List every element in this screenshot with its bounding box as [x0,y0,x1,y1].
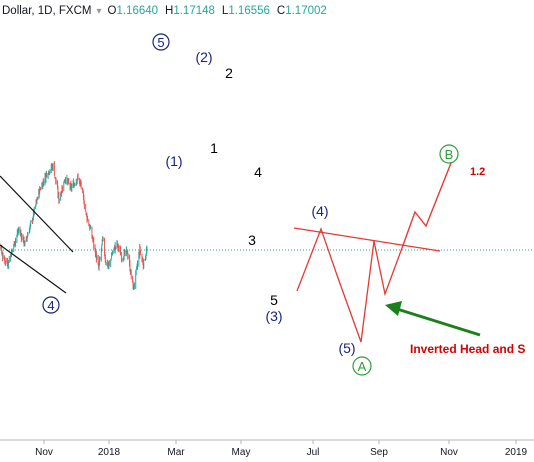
arrow-shaft [396,307,481,337]
close-value: 1.17002 [285,5,327,17]
close-key: C [276,5,286,17]
chart-legend-header: Dollar, 1D, FXCM ▾ O 1.16640 H 1.17148 L 1.… [0,0,334,22]
wave-label: 5 [157,35,164,50]
wave-label: B [445,147,454,162]
time-axis: Nov 2018 Mar May Jul Sep Nov 2019 [0,439,534,458]
wave-label: (4) [311,203,328,219]
candles-layer [0,161,148,291]
fib-label: 1.2 [470,166,485,178]
tick-label: 2019 [505,447,528,458]
wave-label: 3 [248,232,256,248]
pattern-outline [296,227,403,343]
high-key: H [165,5,174,17]
wave-label: 1 [210,140,218,156]
wave-circle [152,33,170,51]
tick-label: Sep [370,447,388,458]
arrow-head-icon [385,301,402,316]
wave-circle [352,356,372,376]
pattern-label: Inverted Head and S [410,342,525,356]
open-key: O [107,5,117,17]
tick-label: Nov [440,447,458,458]
chevron-down-icon[interactable]: ▾ [96,5,102,17]
wedge-lower-line [0,244,67,294]
low-key: L [221,5,229,17]
wave-label: 5 [270,292,278,308]
wave-label: (5) [338,340,355,356]
wave-label: (2) [195,49,212,65]
tick-label: Jul [307,447,320,458]
wedge-upper-line [0,175,74,253]
wave-label: 2 [225,65,233,81]
tick-label: 2018 [98,447,121,458]
wave-label: 4 [47,298,54,313]
tick-label: May [232,447,251,458]
open-value: 1.16640 [116,5,159,17]
wave-label: 4 [254,164,262,180]
neckline [293,227,441,252]
tick-label: Mar [167,447,185,458]
wave-label: A [358,359,367,374]
projection-path [401,162,452,249]
low-value: 1.16556 [228,5,270,17]
high-value: 1.17148 [173,5,215,17]
wave-label: (1) [165,153,182,169]
tick-label: Nov [35,447,53,458]
wave-circle [42,296,60,314]
wave-label: (3) [265,308,282,324]
wave-circle [439,144,459,164]
symbol-label[interactable]: Dollar, 1D, FXCM [2,5,92,17]
